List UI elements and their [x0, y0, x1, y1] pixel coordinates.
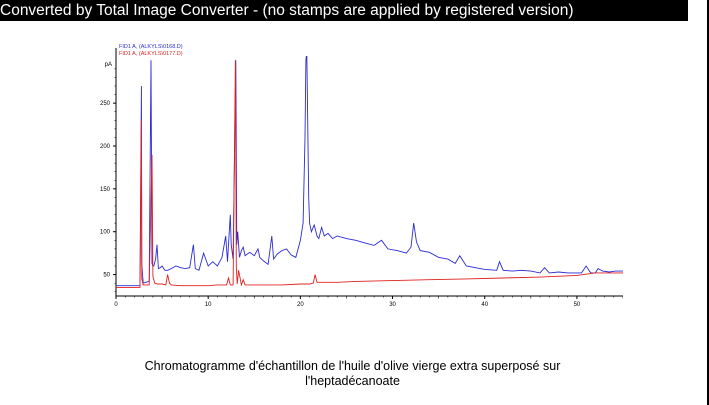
chromatogram-chart: 50 100 150 200 250 0 10 20 30 40 50 pA FID1 A, (ALKY… [82, 42, 623, 308]
y-axis-unit-label: pA [105, 62, 112, 68]
y-tick-label: 200 [100, 144, 111, 150]
chart-svg: 50 100 150 200 250 0 10 20 30 40 50 pA FID1 A, (ALKY… [100, 44, 623, 308]
series-line-1 [116, 56, 623, 287]
x-tick-label: 30 [389, 302, 396, 308]
series-line-2 [116, 60, 623, 288]
y-tick-label: 250 [100, 101, 111, 107]
x-tick-label: 40 [481, 302, 488, 308]
right-border [707, 0, 709, 405]
y-tick-label: 100 [100, 230, 111, 236]
x-tick-label: 10 [205, 302, 212, 308]
x-tick-label: 0 [114, 302, 118, 308]
legend-entry-1: FID1 A, (ALKYLS\0168.D) [119, 44, 183, 50]
caption-line-2: l'heptadécanoate [305, 374, 400, 388]
x-tick-label: 50 [574, 302, 581, 308]
y-tick-label: 50 [103, 273, 110, 279]
figure-caption: Chromatogramme d'échantillon de l'huile … [90, 359, 615, 389]
watermark-banner: Converted by Total Image Converter - (no… [0, 0, 688, 21]
x-tick-label: 20 [297, 302, 304, 308]
legend-entry-2: FID1 A, (ALKYLS\0177.D) [119, 51, 183, 57]
caption-line-1: Chromatogramme d'échantillon de l'huile … [144, 359, 561, 373]
y-tick-label: 150 [100, 187, 111, 193]
